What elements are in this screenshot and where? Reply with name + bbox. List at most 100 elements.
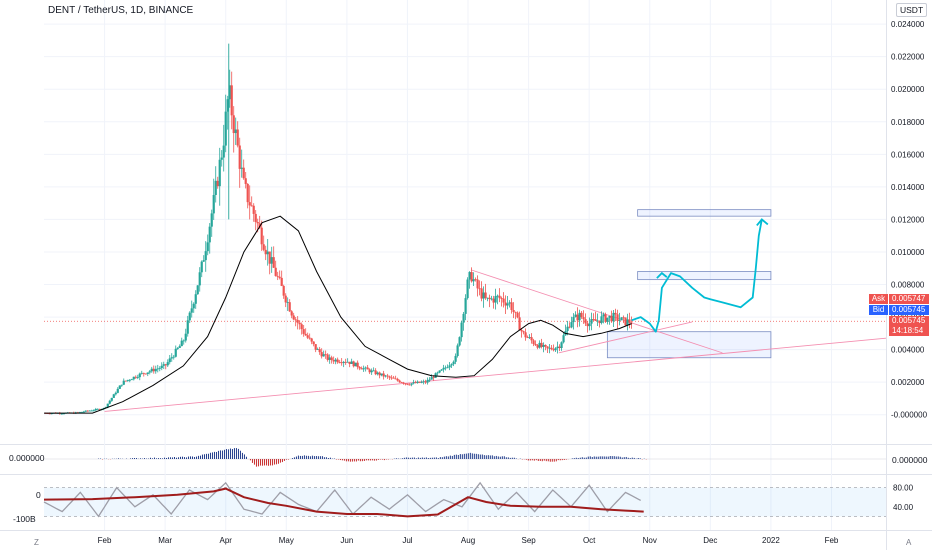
candle-body xyxy=(264,249,267,255)
last-price-tag: 0.005745 xyxy=(889,316,929,326)
candle-body xyxy=(498,295,501,299)
candle-body xyxy=(398,380,401,383)
candle-body xyxy=(620,317,623,321)
candle-body xyxy=(622,317,625,319)
candle-body xyxy=(452,361,455,365)
candle-body xyxy=(136,377,139,378)
candle-body xyxy=(626,319,629,326)
candle-body xyxy=(608,315,611,318)
auto-scale-icon[interactable]: A xyxy=(906,538,912,547)
candle-body xyxy=(504,302,507,306)
x-tick-label: Feb xyxy=(98,536,112,545)
currency-badge[interactable]: USDT xyxy=(896,3,928,17)
trendline[interactable] xyxy=(104,337,887,412)
x-tick-label: Apr xyxy=(220,536,233,545)
candle-body xyxy=(552,349,555,351)
candle-body xyxy=(110,397,113,401)
projection-arrowhead[interactable] xyxy=(756,218,769,226)
candle-body xyxy=(222,145,225,158)
candle-body xyxy=(60,413,63,415)
projection-drawing[interactable] xyxy=(631,218,769,333)
candle-body xyxy=(316,349,319,350)
candle-body xyxy=(240,167,243,169)
candle-body xyxy=(88,410,91,412)
candle-body xyxy=(592,319,595,320)
candle-body xyxy=(482,292,485,299)
candle-body xyxy=(480,288,483,299)
candle-body xyxy=(384,375,387,377)
projection-path[interactable] xyxy=(631,219,763,333)
x-tick-label: May xyxy=(279,536,294,545)
y-tick-label: 0.018000 xyxy=(891,118,925,127)
candle-body xyxy=(488,297,491,300)
moving-average xyxy=(44,215,632,414)
zoom-icon[interactable]: Z xyxy=(34,538,39,547)
candle-body xyxy=(184,333,187,341)
candle-body xyxy=(244,178,247,184)
candle-body xyxy=(378,372,381,376)
x-tick-label: Jul xyxy=(402,536,412,545)
candle-body xyxy=(478,288,481,290)
price-zones[interactable] xyxy=(606,209,772,359)
candle-body xyxy=(628,319,631,323)
candle-body xyxy=(510,302,513,311)
stoch-tick-label: 80.00 xyxy=(893,484,914,493)
candle-body xyxy=(534,343,537,346)
price-zone-box[interactable] xyxy=(606,331,772,359)
candle-body xyxy=(82,411,85,413)
candle-body xyxy=(500,298,503,299)
time-axis[interactable]: Feb Mar Apr May Jun Jul Aug Sep Oct Nov Dec 2022 Feb xyxy=(98,536,839,545)
candle-body xyxy=(506,303,509,306)
x-tick-label: Aug xyxy=(461,536,475,545)
candle-body xyxy=(424,381,427,383)
candle-body xyxy=(516,312,519,318)
candle-body xyxy=(62,413,65,415)
candle-body xyxy=(542,344,545,347)
candle-body xyxy=(306,335,309,338)
candle-body xyxy=(232,115,235,134)
candle-body xyxy=(454,355,457,362)
candle-body xyxy=(404,383,407,385)
candle-body xyxy=(248,202,251,206)
candle-body xyxy=(376,372,379,375)
candle-body xyxy=(436,372,439,374)
candle-body xyxy=(588,323,591,327)
price-zone-box[interactable] xyxy=(637,271,772,281)
trendlines[interactable] xyxy=(44,269,887,412)
candle-body xyxy=(242,167,245,179)
candle-body xyxy=(124,380,127,382)
candle-body xyxy=(356,362,359,368)
candle-body xyxy=(368,369,371,373)
candle-body xyxy=(530,337,533,341)
candle-body xyxy=(354,362,357,367)
candle-body xyxy=(544,344,547,347)
price-zone-box[interactable] xyxy=(637,209,772,217)
candle-body xyxy=(140,372,143,374)
candle-body xyxy=(118,385,121,389)
countdown-tag: 14:18:54 xyxy=(889,326,929,336)
projection-arrowhead[interactable] xyxy=(656,271,668,279)
stoch-fast-line xyxy=(43,481,641,518)
candle-body xyxy=(442,367,445,370)
x-tick-label: Feb xyxy=(825,536,839,545)
candle-body xyxy=(216,180,219,187)
candle-body xyxy=(230,85,233,116)
candle-body xyxy=(410,383,413,385)
candle-body xyxy=(214,180,217,195)
candle-body xyxy=(96,408,99,410)
y-tick-label: 0.020000 xyxy=(891,85,925,94)
candle-body xyxy=(400,382,403,384)
candle-body xyxy=(362,368,365,370)
stoch-oscillator-pane: 80.00 40.00 xyxy=(43,481,914,518)
candle-body xyxy=(308,337,311,339)
candle-body xyxy=(382,373,385,377)
symbol-title[interactable]: DENT / TetherUS, 1D, BINANCE xyxy=(48,5,194,16)
candle-body xyxy=(276,275,279,277)
trendline[interactable] xyxy=(558,321,693,354)
candle-body xyxy=(554,348,557,351)
trendline[interactable] xyxy=(470,269,723,354)
candle-body xyxy=(422,381,425,383)
candle-body xyxy=(612,312,615,322)
bid-price-tag: 0.005745 xyxy=(889,305,929,315)
